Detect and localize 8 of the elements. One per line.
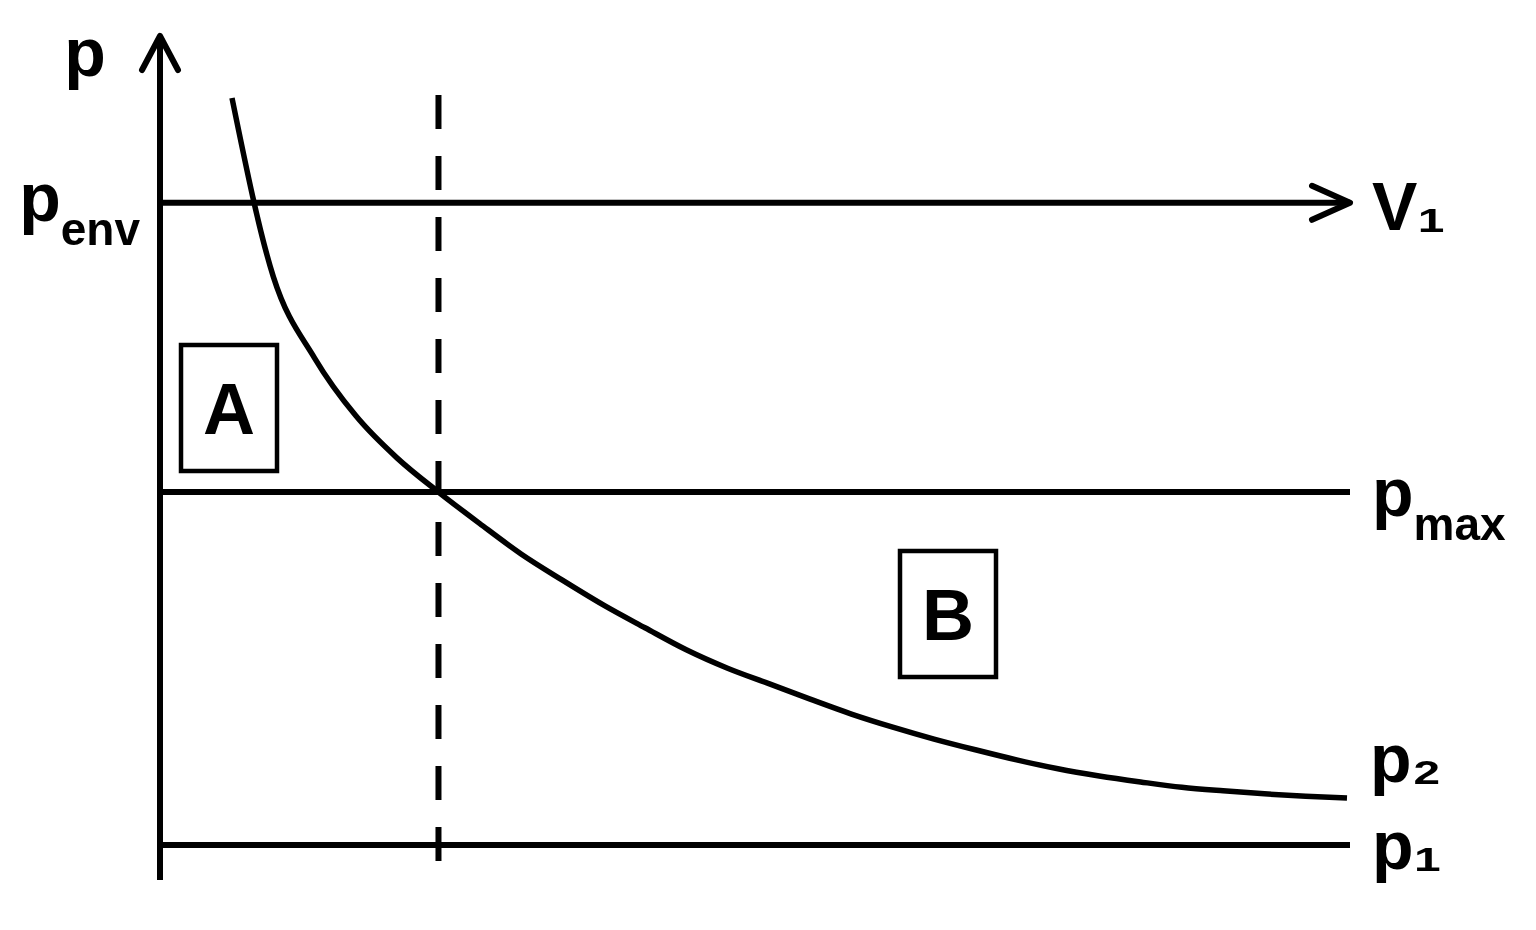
x-axis-title: V₁ bbox=[1372, 167, 1446, 244]
ref-line-label: p$_{env}$ bbox=[19, 158, 141, 255]
series-label: p₂ bbox=[1370, 719, 1442, 796]
y-axis-title: p bbox=[64, 14, 106, 90]
ref-line-label: p₁ bbox=[1372, 807, 1442, 883]
ref-line-label: p$_{max}$ bbox=[1372, 454, 1507, 551]
annotation: A bbox=[203, 369, 255, 449]
annotation: B bbox=[922, 575, 974, 655]
